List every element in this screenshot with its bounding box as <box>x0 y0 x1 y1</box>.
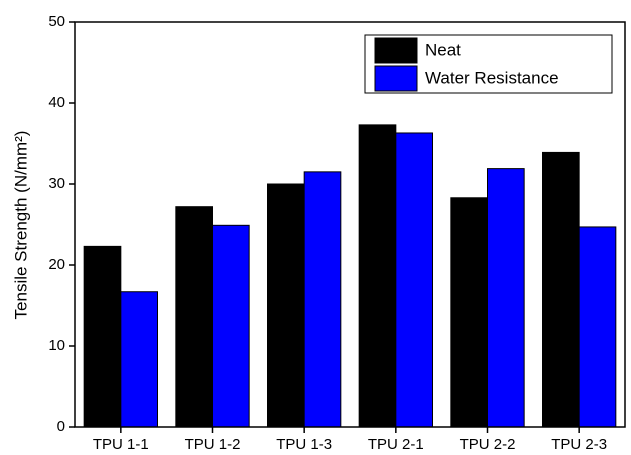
x-tick-label: TPU 2-1 <box>368 436 424 453</box>
bar <box>212 224 250 428</box>
bar <box>120 291 159 428</box>
x-tick-label: TPU 2-3 <box>551 436 607 453</box>
bar <box>358 124 397 428</box>
x-tick-label: TPU 2-2 <box>460 436 516 453</box>
y-tick-label: 40 <box>48 94 65 111</box>
legend-label: Neat <box>425 40 461 59</box>
bar <box>395 132 434 428</box>
y-tick-label: 20 <box>48 256 65 273</box>
y-tick-label: 50 <box>48 13 65 30</box>
y-tick-label: 30 <box>48 175 65 192</box>
bar <box>487 168 525 428</box>
bar <box>175 206 213 428</box>
y-axis-label: Tensile Strength (N/mm²) <box>11 131 30 320</box>
plot-frame <box>74 21 626 428</box>
bar <box>542 151 580 428</box>
x-tick-label: TPU 1-2 <box>185 436 241 453</box>
bar <box>578 226 617 428</box>
bar <box>450 197 489 428</box>
bar <box>267 183 305 428</box>
bar <box>303 171 342 428</box>
legend-label: Water Resistance <box>425 68 559 87</box>
x-tick-label: TPU 1-1 <box>93 436 149 453</box>
legend-swatch <box>374 65 418 92</box>
x-tick-label: TPU 1-3 <box>276 436 332 453</box>
bar <box>83 245 122 428</box>
y-tick-label: 0 <box>57 418 65 435</box>
legend-swatch <box>374 37 418 64</box>
y-tick-label: 10 <box>48 337 65 354</box>
